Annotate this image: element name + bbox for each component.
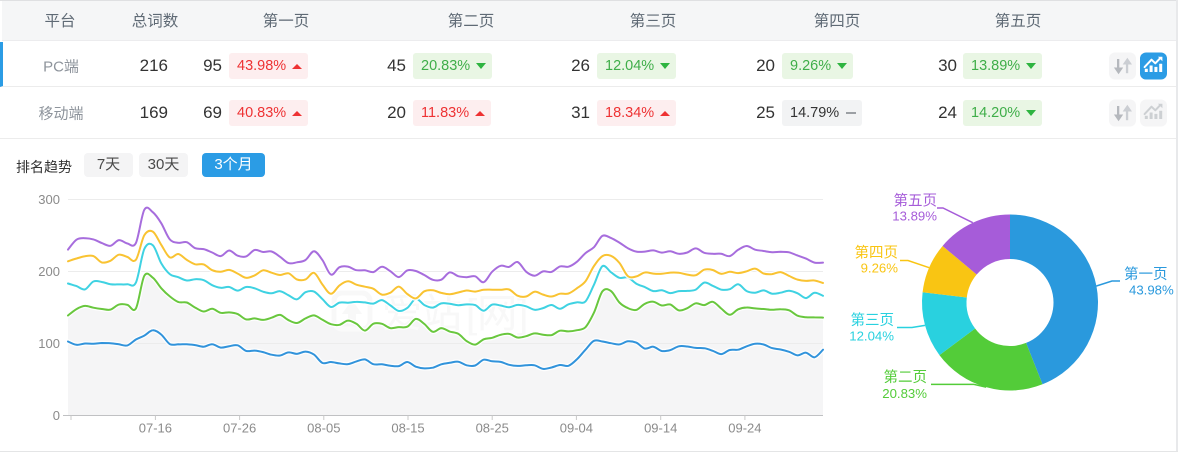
svg-text:第五页: 第五页 [894, 192, 938, 210]
svg-text:12.04%: 12.04% [849, 329, 894, 344]
svg-text:07-26: 07-26 [223, 421, 256, 436]
svg-text:07-16: 07-16 [139, 421, 172, 436]
svg-text:0: 0 [53, 408, 60, 423]
svg-text:08-25: 08-25 [476, 421, 509, 436]
svg-text:20.83%: 20.83% [882, 386, 927, 401]
svg-text:9.26%: 9.26% [861, 261, 899, 276]
svg-text:第二页: 第二页 [884, 368, 928, 386]
svg-text:08-15: 08-15 [391, 421, 424, 436]
svg-text:100: 100 [38, 336, 60, 351]
svg-text:43.98%: 43.98% [1129, 283, 1174, 298]
svg-text:200: 200 [38, 264, 60, 279]
svg-text:[网]: [网] [466, 292, 528, 336]
svg-text:第四页: 第四页 [855, 244, 899, 262]
svg-text:第三页: 第三页 [851, 311, 895, 329]
svg-text:[网]: [网] [466, 292, 528, 336]
svg-text:09-04: 09-04 [560, 421, 593, 436]
svg-text:第一页: 第一页 [1124, 265, 1168, 283]
svg-text:09-24: 09-24 [728, 421, 761, 436]
svg-text:300: 300 [38, 192, 60, 207]
svg-text:09-14: 09-14 [644, 421, 677, 436]
svg-text:08-05: 08-05 [307, 421, 340, 436]
svg-text:13.89%: 13.89% [892, 209, 937, 224]
